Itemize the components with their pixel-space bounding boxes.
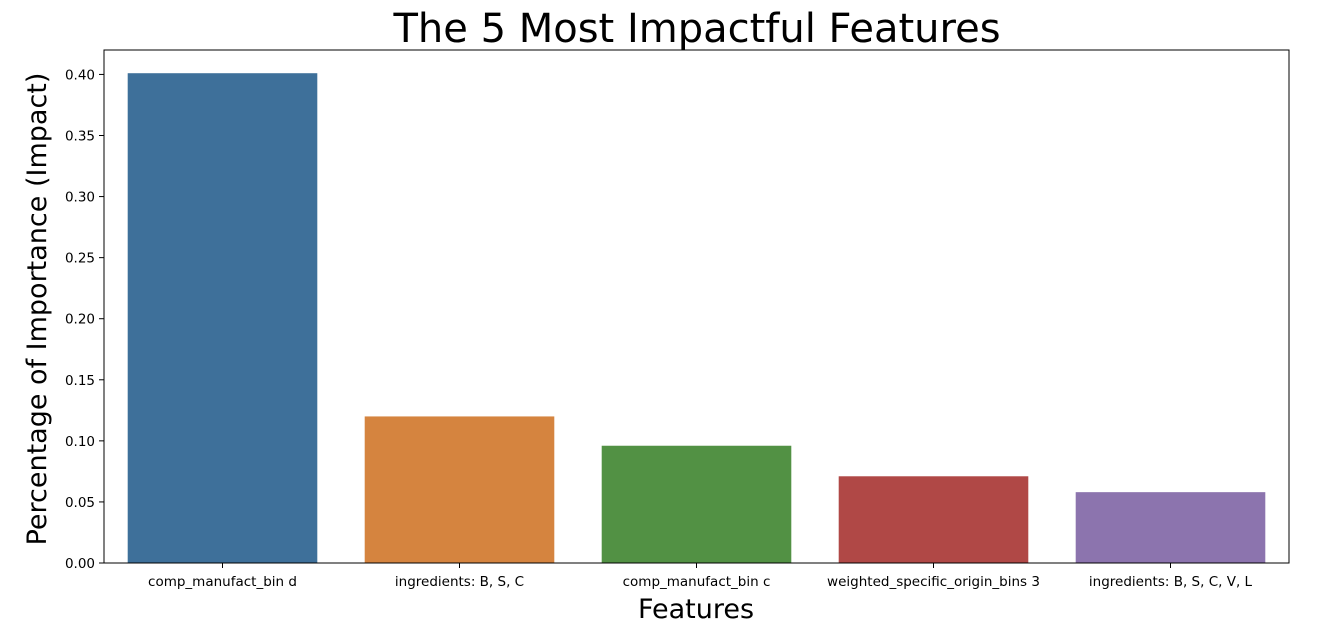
- y-tick-label: 0.05: [65, 495, 95, 511]
- y-tick-label: 0.10: [65, 434, 95, 450]
- x-tick-label: ingredients: B, S, C: [395, 574, 524, 590]
- plot-frame: [103, 49, 1290, 564]
- x-axis-label: Features: [638, 594, 754, 625]
- x-tick-label: weighted_specific_origin_bins 3: [827, 574, 1040, 590]
- x-tick-label: comp_manufact_bin c: [623, 574, 771, 590]
- bar-2: [364, 416, 555, 563]
- y-tick-label: 0.00: [65, 556, 95, 572]
- bar-1: [127, 73, 318, 564]
- x-tick-label: comp_manufact_bin d: [148, 574, 297, 590]
- y-tick-label: 0.35: [65, 129, 95, 145]
- y-tick-label: 0.25: [65, 251, 95, 267]
- bar-3: [601, 445, 792, 563]
- x-tick-label: ingredients: B, S, C, V, L: [1089, 574, 1253, 590]
- chart-title: The 5 Most Impactful Features: [392, 6, 1000, 52]
- bar-5: [1075, 492, 1266, 563]
- y-tick-label: 0.15: [65, 373, 95, 389]
- bar-4: [838, 476, 1029, 563]
- y-axis-label: Percentage of Importance (Impact): [22, 73, 53, 546]
- plot-area: 0.00 0.05 0.10 0.15 0.20 0.25 0.30 0.35 0.40 comp…: [65, 49, 1290, 590]
- y-tick-label: 0.20: [65, 312, 95, 328]
- y-tick-label: 0.40: [65, 67, 95, 83]
- y-tick-label: 0.30: [65, 190, 95, 206]
